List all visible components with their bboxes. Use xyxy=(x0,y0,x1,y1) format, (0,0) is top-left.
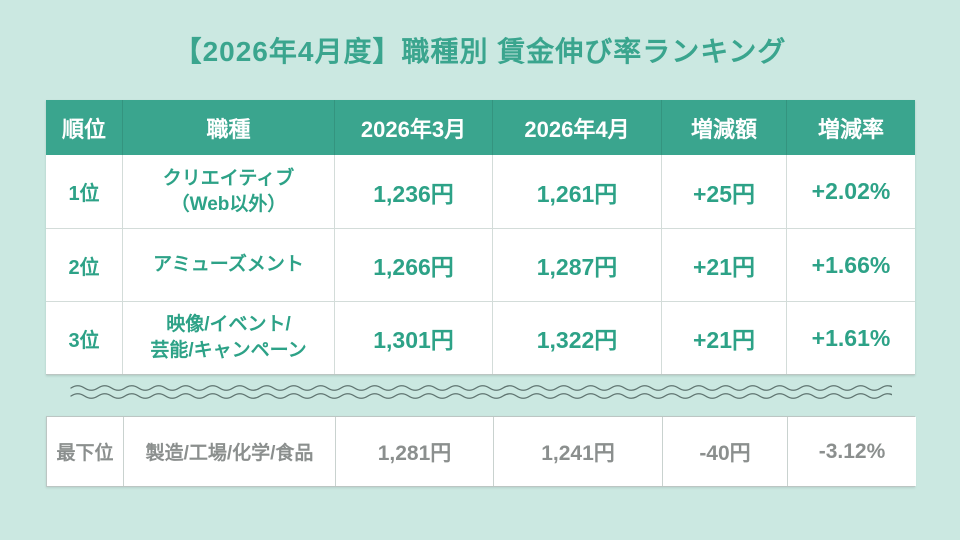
april-cell: 1,261円 xyxy=(493,155,662,228)
april-cell: 1,322円 xyxy=(493,301,662,374)
march-cell: 1,236円 xyxy=(335,155,493,228)
ranking-table: 順位 職種 2026年3月 2026年4月 増減額 増減率 1位 クリエイティブ… xyxy=(46,100,915,375)
column-header-march: 2026年3月 xyxy=(335,100,493,155)
rank-cell: 3位 xyxy=(46,301,123,374)
diff-cell: +25円 xyxy=(662,155,787,228)
diff-cell: -40円 xyxy=(663,417,788,486)
column-header-job: 職種 xyxy=(123,100,335,155)
wave-separator-icon xyxy=(70,385,892,399)
rate-cell: +2.02% xyxy=(787,155,915,228)
job-cell: 映像/イベント/ 芸能/キャンペーン xyxy=(123,301,335,374)
rank-cell: 最下位 xyxy=(47,417,124,486)
rate-cell: -3.12% xyxy=(788,417,916,486)
job-cell: クリエイティブ （Web以外） xyxy=(123,155,335,228)
march-cell: 1,281円 xyxy=(336,417,494,486)
rank-cell: 2位 xyxy=(46,228,123,301)
march-cell: 1,301円 xyxy=(335,301,493,374)
job-line: クリエイティブ xyxy=(162,167,295,189)
page-title: 【2026年4月度】職種別 賃金伸び率ランキング xyxy=(173,36,787,67)
lowest-rank-table: 最下位 製造/工場/化学/食品 1,281円 1,241円 -40円 -3.12… xyxy=(46,416,916,487)
job-line: アミューズメント xyxy=(153,254,304,275)
column-header-april: 2026年4月 xyxy=(493,100,662,155)
diff-cell: +21円 xyxy=(662,301,787,374)
job-line: （Web以外） xyxy=(170,193,287,215)
rank-cell: 1位 xyxy=(46,155,123,228)
job-cell: アミューズメント xyxy=(123,228,335,301)
wave-line-bottom xyxy=(70,393,892,399)
wave-line-top xyxy=(70,385,892,391)
column-header-rank: 順位 xyxy=(46,100,123,155)
rate-cell: +1.61% xyxy=(787,301,915,374)
march-cell: 1,266円 xyxy=(335,228,493,301)
diff-cell: +21円 xyxy=(662,228,787,301)
job-line: 芸能/キャンペーン xyxy=(150,340,307,361)
rate-cell: +1.66% xyxy=(787,228,915,301)
job-cell: 製造/工場/化学/食品 xyxy=(124,417,336,486)
job-line: 映像/イベント/ xyxy=(166,314,291,335)
column-header-rate: 増減率 xyxy=(787,100,915,155)
april-cell: 1,287円 xyxy=(493,228,662,301)
column-header-diff: 増減額 xyxy=(662,100,787,155)
april-cell: 1,241円 xyxy=(494,417,663,486)
